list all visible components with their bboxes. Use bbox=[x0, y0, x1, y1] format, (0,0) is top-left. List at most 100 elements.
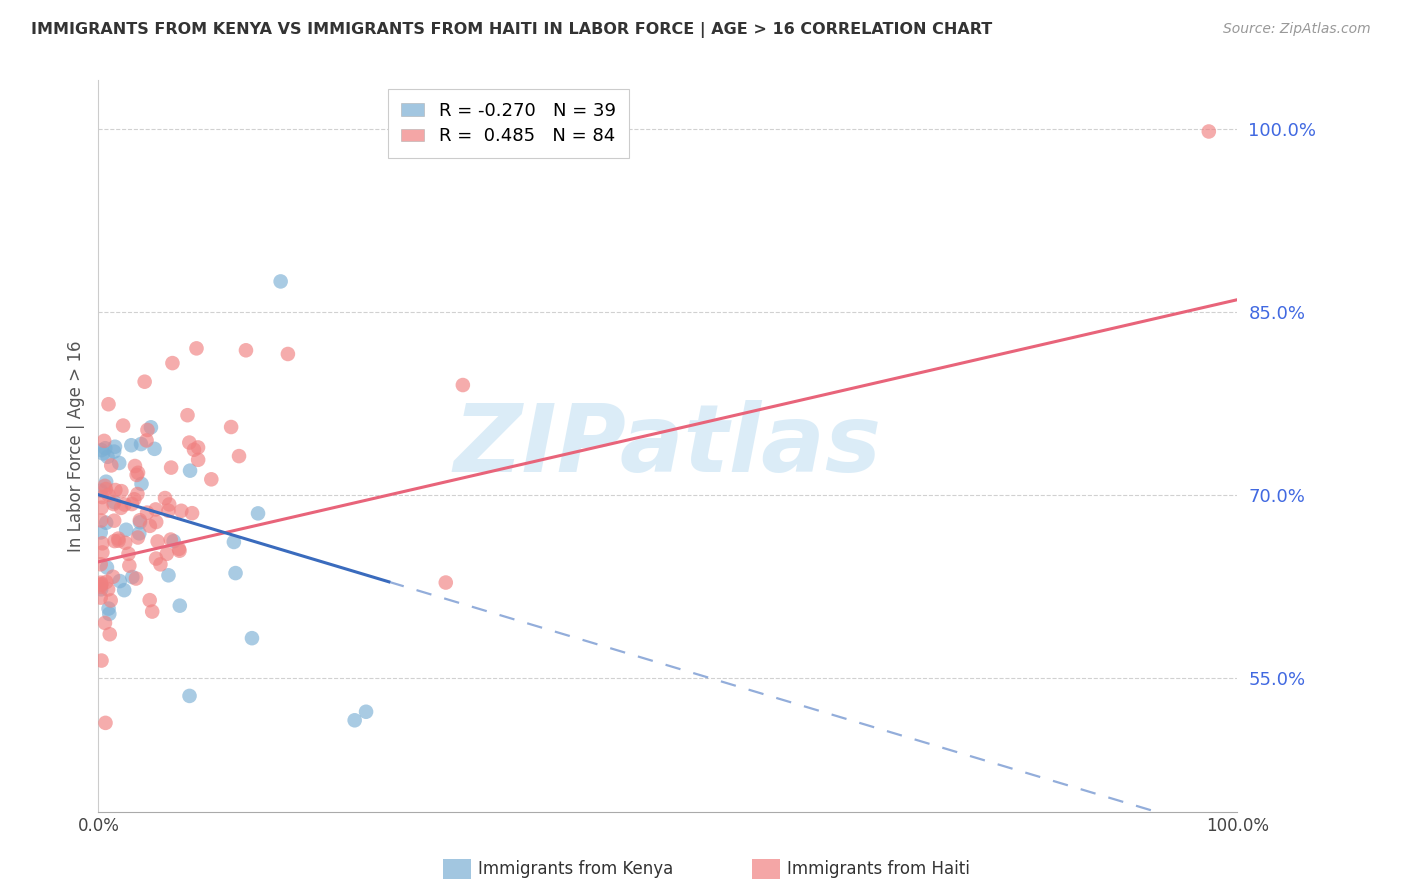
Point bbox=[103, 497, 125, 511]
Point bbox=[179, 689, 201, 703]
Point bbox=[146, 534, 169, 549]
Point bbox=[139, 519, 162, 533]
Point bbox=[127, 487, 149, 501]
Point bbox=[94, 442, 117, 456]
Point bbox=[181, 506, 204, 520]
Point bbox=[125, 467, 148, 482]
Point bbox=[1198, 124, 1220, 138]
Point bbox=[145, 502, 167, 516]
Point bbox=[153, 491, 176, 505]
Point bbox=[94, 715, 117, 730]
Point bbox=[121, 570, 143, 584]
Point bbox=[97, 582, 120, 597]
Point bbox=[112, 583, 135, 598]
Point bbox=[90, 514, 112, 528]
Point bbox=[219, 420, 242, 434]
Point bbox=[94, 615, 117, 630]
Point bbox=[157, 568, 180, 582]
Point bbox=[98, 627, 121, 641]
Point bbox=[90, 582, 112, 597]
Point bbox=[91, 446, 114, 460]
Point bbox=[138, 593, 160, 607]
Point bbox=[127, 466, 149, 480]
Point bbox=[115, 523, 138, 537]
Point bbox=[103, 495, 125, 509]
Point bbox=[90, 575, 112, 590]
Point bbox=[103, 534, 125, 549]
Point bbox=[163, 534, 186, 549]
Point bbox=[118, 558, 141, 573]
Point bbox=[100, 458, 122, 473]
Point bbox=[145, 515, 167, 529]
Point bbox=[97, 397, 120, 411]
Point bbox=[90, 654, 112, 668]
Legend: R = -0.270   N = 39, R =  0.485   N = 84: R = -0.270 N = 39, R = 0.485 N = 84 bbox=[388, 89, 628, 158]
Point bbox=[101, 570, 124, 584]
Point bbox=[94, 475, 117, 489]
Point bbox=[162, 356, 184, 370]
Point bbox=[145, 551, 167, 566]
Point bbox=[222, 535, 245, 549]
Point bbox=[97, 450, 120, 464]
Point bbox=[128, 513, 150, 527]
Point bbox=[240, 631, 263, 645]
Point bbox=[108, 456, 131, 470]
Point bbox=[110, 500, 132, 515]
Point bbox=[125, 572, 148, 586]
Point bbox=[117, 547, 139, 561]
Point bbox=[225, 566, 247, 580]
Point bbox=[343, 714, 366, 728]
Point bbox=[277, 347, 299, 361]
Point bbox=[157, 498, 180, 512]
Point bbox=[129, 437, 152, 451]
Point bbox=[90, 525, 112, 540]
Point bbox=[97, 488, 120, 502]
Point bbox=[96, 574, 118, 589]
Point bbox=[112, 418, 135, 433]
Point bbox=[94, 482, 117, 496]
Point bbox=[90, 577, 112, 591]
Point bbox=[354, 705, 377, 719]
Point bbox=[156, 547, 179, 561]
Point bbox=[200, 472, 222, 486]
Text: ZIPatlas: ZIPatlas bbox=[454, 400, 882, 492]
Point bbox=[183, 442, 205, 457]
Point bbox=[143, 442, 166, 456]
Point bbox=[104, 483, 127, 497]
Point bbox=[169, 543, 191, 558]
Point bbox=[103, 444, 125, 458]
Point bbox=[176, 408, 198, 422]
Point bbox=[103, 514, 125, 528]
Point bbox=[100, 593, 122, 607]
Text: Source: ZipAtlas.com: Source: ZipAtlas.com bbox=[1223, 22, 1371, 37]
Point bbox=[107, 532, 129, 546]
Point bbox=[97, 601, 120, 615]
Point bbox=[114, 536, 136, 550]
Point bbox=[131, 476, 153, 491]
Point bbox=[90, 558, 112, 572]
Point bbox=[120, 438, 142, 452]
Point bbox=[91, 545, 114, 559]
Point bbox=[90, 483, 112, 498]
Point bbox=[186, 342, 208, 356]
Point bbox=[121, 497, 143, 511]
Point bbox=[110, 484, 132, 499]
Point bbox=[179, 435, 201, 450]
Point bbox=[90, 500, 112, 515]
Point bbox=[124, 458, 146, 473]
Point bbox=[91, 536, 114, 550]
Point bbox=[235, 343, 257, 358]
Point bbox=[141, 605, 163, 619]
Point bbox=[107, 533, 129, 548]
Point bbox=[90, 443, 112, 458]
Point bbox=[124, 492, 146, 507]
Point bbox=[94, 479, 117, 493]
Point bbox=[94, 516, 117, 530]
Point bbox=[170, 504, 193, 518]
Point bbox=[247, 507, 270, 521]
Point bbox=[114, 498, 136, 512]
Point bbox=[90, 591, 112, 605]
Text: IMMIGRANTS FROM KENYA VS IMMIGRANTS FROM HAITI IN LABOR FORCE | AGE > 16 CORRELA: IMMIGRANTS FROM KENYA VS IMMIGRANTS FROM… bbox=[31, 22, 993, 38]
Point bbox=[128, 526, 150, 541]
Text: Immigrants from Haiti: Immigrants from Haiti bbox=[787, 860, 970, 878]
